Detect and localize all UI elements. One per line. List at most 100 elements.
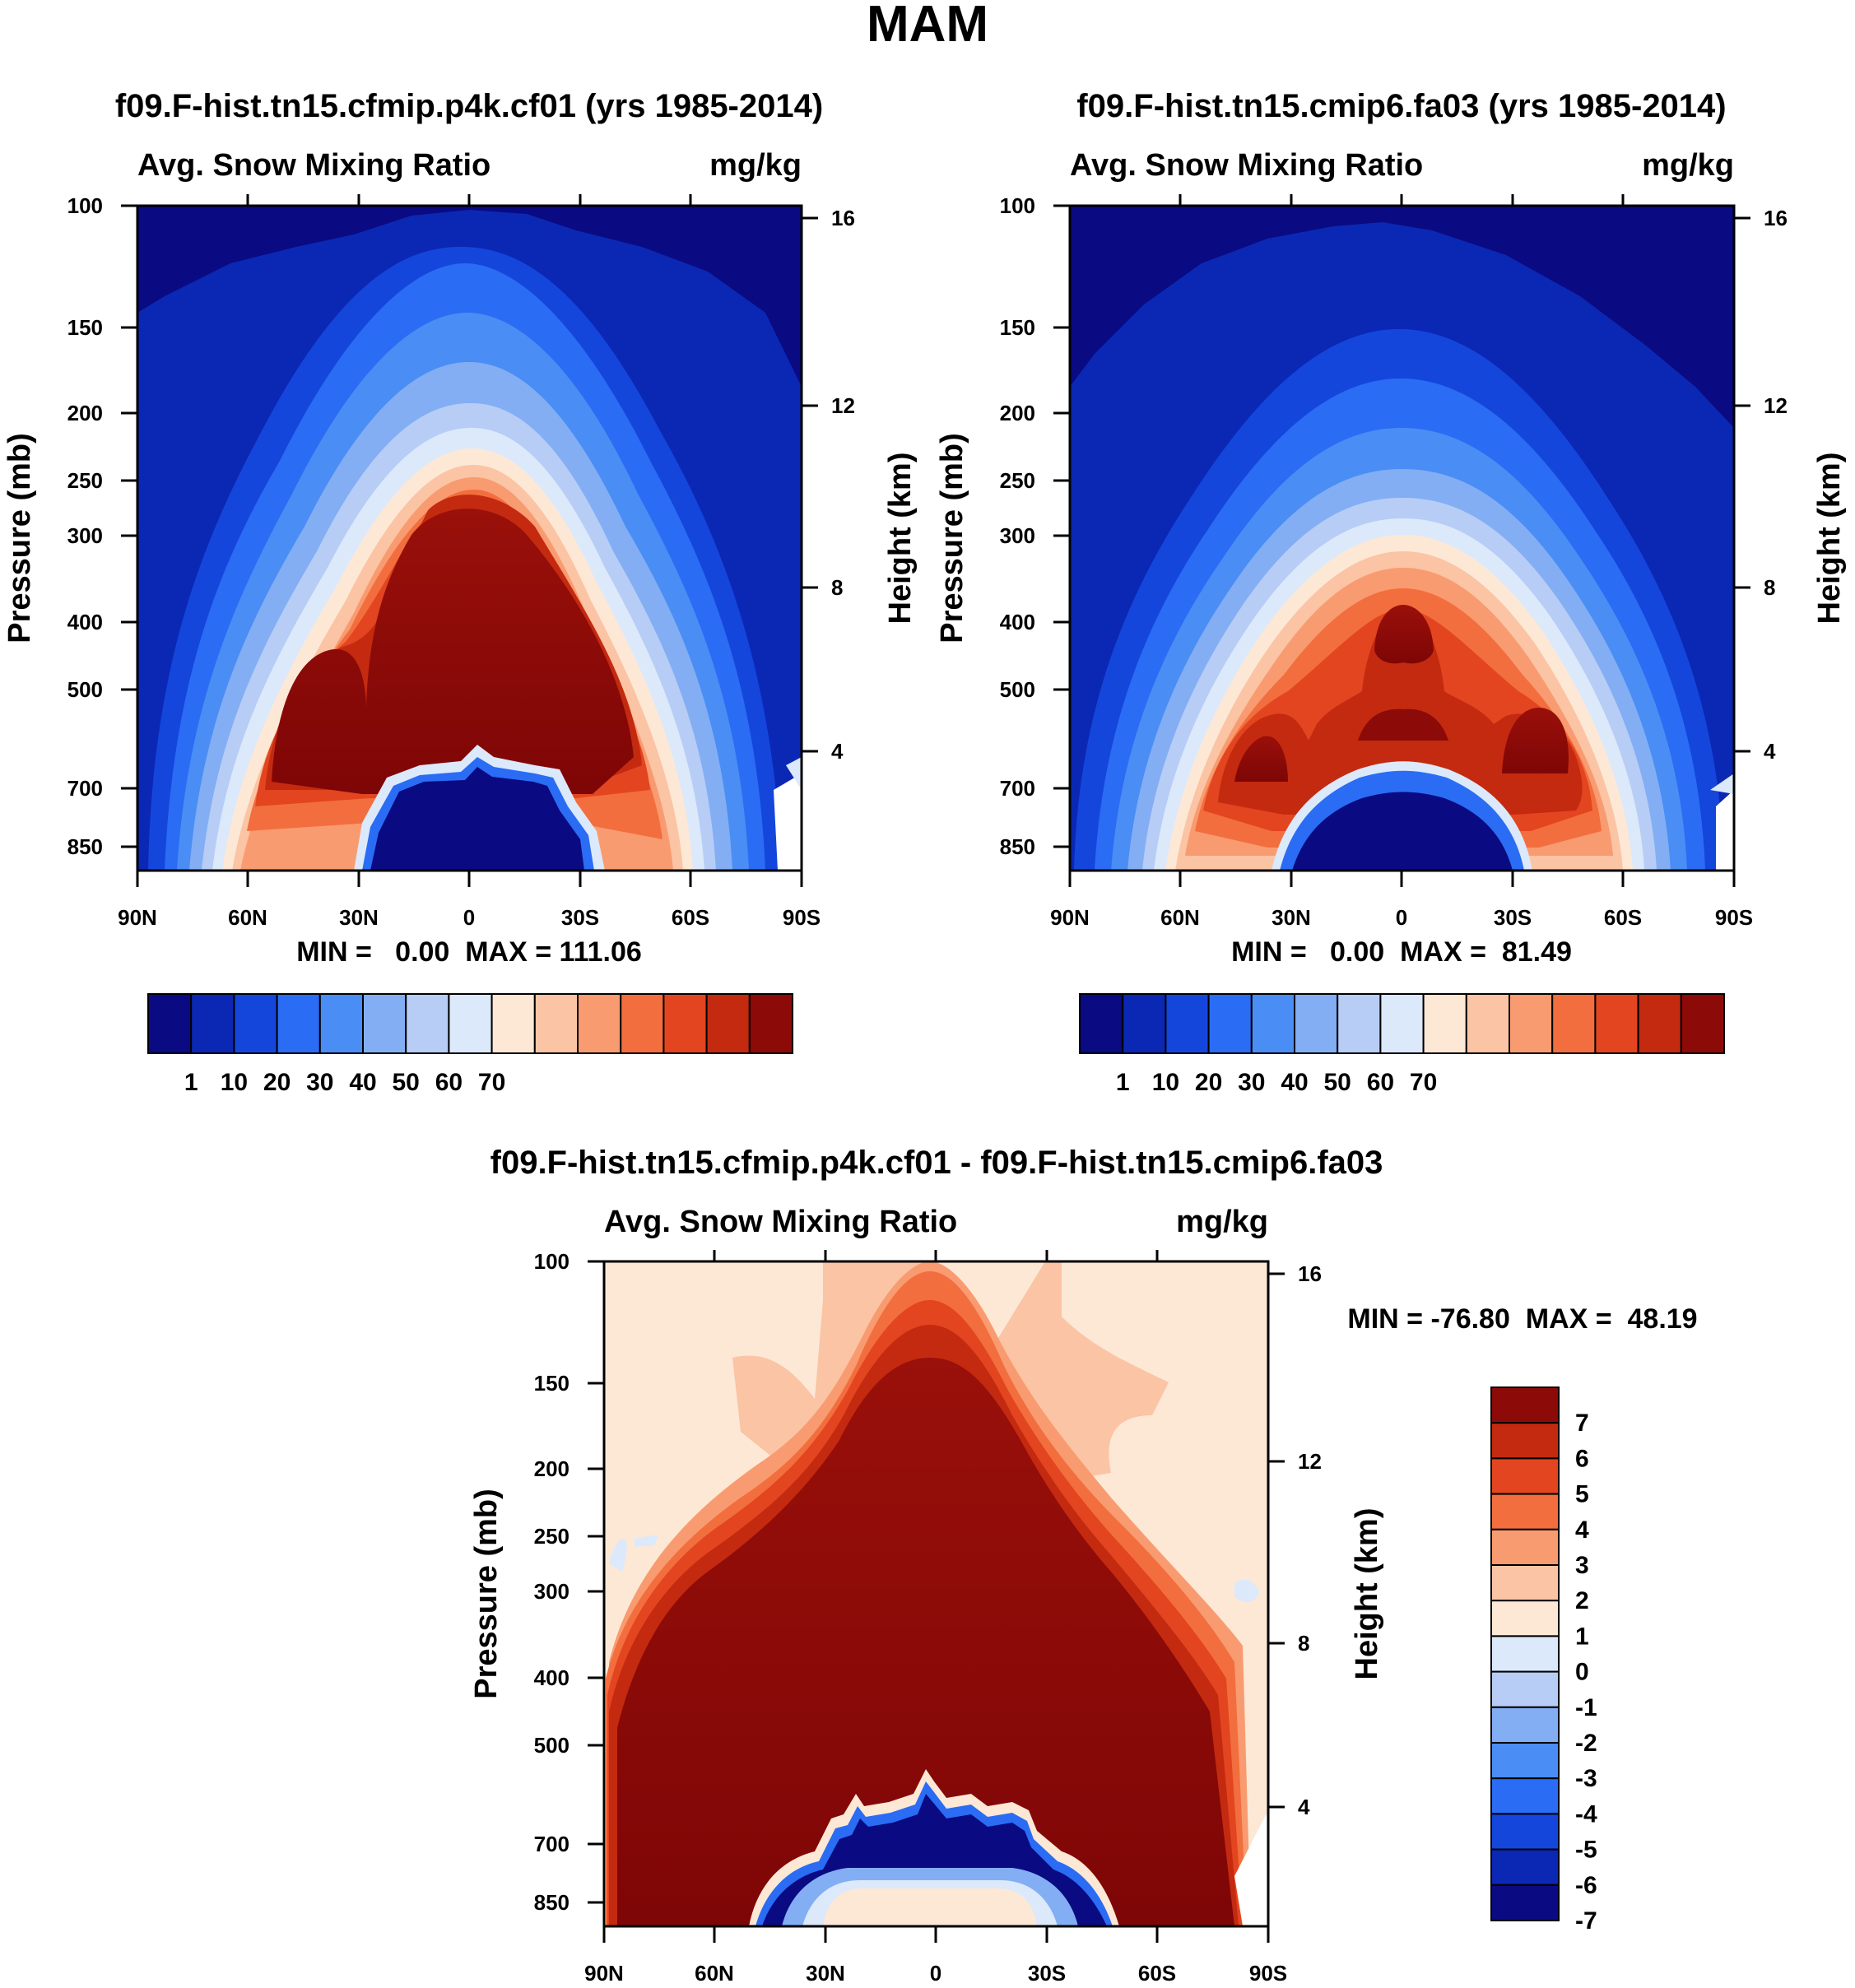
colorbar-label: -1 — [1575, 1694, 1597, 1721]
panel-1-contour-field — [137, 206, 802, 871]
colorbar-label: 1 — [1116, 1069, 1130, 1096]
colorbar-label: -3 — [1575, 1765, 1597, 1792]
colorbar-label: 5 — [1575, 1481, 1589, 1508]
panel-3-x-tick-labels: 90N 60N 30N 0 30S 60S 90S — [584, 1961, 1287, 1986]
panel-1-stats: MIN = 0.00 MAX = 111.06 — [296, 936, 642, 968]
colorbar-swatch — [1637, 993, 1682, 1054]
colorbar-label: 70 — [478, 1069, 505, 1096]
panel-3-right-tick-labels: 16 12 8 4 — [1298, 1261, 1322, 1819]
panel-3-stats: MIN = -76.80 MAX = 48.19 — [1347, 1303, 1697, 1335]
colorbar-swatch — [1490, 1706, 1560, 1744]
colorbar-swatch — [1490, 1742, 1560, 1780]
colorbar-swatch — [318, 993, 364, 1054]
panel-3-axis-ticks — [588, 1250, 1285, 1943]
colorbar-swatch — [1490, 1813, 1560, 1851]
y-tick-label: 850 — [67, 834, 103, 859]
colorbar-label: -5 — [1575, 1837, 1597, 1864]
colorbar-swatch — [1509, 993, 1554, 1054]
height-tick-label: 16 — [1764, 206, 1788, 230]
y-tick-label: 150 — [1000, 315, 1035, 340]
colorbar-label: -7 — [1575, 1907, 1597, 1935]
colorbar-swatch — [276, 993, 321, 1054]
colorbar-swatch — [1490, 1564, 1560, 1602]
panel-2-y-tick-labels: 100 150 200 250 300 400 500 700 850 — [1000, 193, 1035, 859]
colorbar-label: 6 — [1575, 1445, 1589, 1472]
panel-2-x-tick-labels: 90N 60N 30N 0 30S 60S 90S — [1050, 905, 1753, 930]
x-tick-label: 60N — [1160, 905, 1200, 930]
page-title: MAM — [867, 0, 988, 53]
colorbar-swatch — [233, 993, 278, 1054]
x-tick-label: 90S — [783, 905, 821, 930]
y-tick-label: 400 — [534, 1665, 570, 1690]
colorbar-swatch — [1294, 993, 1339, 1054]
y-tick-label: 700 — [534, 1832, 570, 1856]
height-tick-label: 8 — [831, 575, 843, 600]
panel-1-right-axis-label: Height (km) — [883, 453, 918, 625]
colorbar-swatch — [1594, 993, 1639, 1054]
panel-1-axis-ticks — [121, 194, 818, 887]
x-tick-label: 90N — [584, 1961, 624, 1986]
panel-3-y-tick-labels: 100 150 200 250 300 400 500 700 850 — [534, 1249, 570, 1915]
panel-2-y-axis-label: Pressure (mb) — [935, 433, 969, 643]
panel-1-right-tick-labels: 16 12 8 4 — [831, 206, 855, 764]
y-tick-label: 150 — [534, 1371, 570, 1396]
y-tick-label: 700 — [1000, 776, 1035, 801]
colorbar-swatch — [147, 993, 193, 1054]
colorbar-swatch — [1079, 993, 1124, 1054]
colorbar-swatch — [533, 993, 579, 1054]
panel-1-subtitle-right: mg/kg — [709, 148, 802, 183]
colorbar-swatch — [190, 993, 235, 1054]
panel-2: f09.F-hist.tn15.cmip6.fa03 (yrs 1985-201… — [935, 88, 1847, 1096]
panel-3-subtitle-right: mg/kg — [1176, 1205, 1268, 1239]
x-tick-label: 30S — [1494, 905, 1532, 930]
colorbar-swatch — [1551, 993, 1597, 1054]
x-tick-label: 0 — [930, 1961, 941, 1986]
colorbar-swatch — [1490, 1386, 1560, 1424]
height-tick-label: 8 — [1298, 1631, 1309, 1656]
panel-3-subtitle-left: Avg. Snow Mixing Ratio — [604, 1205, 957, 1239]
y-tick-label: 150 — [67, 315, 103, 340]
colorbar-swatch — [577, 993, 622, 1054]
height-tick-label: 16 — [1298, 1261, 1322, 1286]
colorbar-label: -2 — [1575, 1730, 1597, 1757]
panel-1-y-tick-labels: 100 150 200 250 300 400 500 700 850 — [67, 193, 103, 859]
y-tick-label: 500 — [1000, 677, 1035, 702]
panel-2-right-axis-label: Height (km) — [1812, 453, 1847, 625]
x-tick-label: 30S — [561, 905, 599, 930]
colorbar-swatch — [1490, 1528, 1560, 1567]
x-tick-label: 30S — [1028, 1961, 1066, 1986]
colorbar-swatch — [1250, 993, 1296, 1054]
colorbar-swatch — [1490, 1635, 1560, 1673]
panel-3-y-axis-label: Pressure (mb) — [469, 1489, 504, 1699]
colorbar-label: 20 — [263, 1069, 291, 1096]
colorbar-label: 50 — [1324, 1069, 1351, 1096]
colorbar-swatch — [1122, 993, 1167, 1054]
colorbar-label: 1 — [1575, 1623, 1589, 1650]
x-tick-label: 90S — [1715, 905, 1753, 930]
colorbar-label: 10 — [221, 1069, 248, 1096]
panel-2-subtitle-left: Avg. Snow Mixing Ratio — [1070, 148, 1423, 183]
y-tick-label: 300 — [534, 1579, 570, 1604]
x-tick-label: 0 — [463, 905, 475, 930]
colorbar-swatch — [448, 993, 493, 1054]
y-tick-label: 250 — [534, 1524, 570, 1549]
colorbar-swatch — [1490, 1883, 1560, 1922]
colorbar-label: -4 — [1575, 1800, 1597, 1828]
panel-2-contour-field — [1070, 206, 1734, 871]
colorbar-swatch — [1490, 1777, 1560, 1815]
panel-1-title: f09.F-hist.tn15.cfmip.p4k.cf01 (yrs 1985… — [115, 88, 823, 124]
panel-2-subtitle-right: mg/kg — [1642, 148, 1734, 183]
panel-1-y-axis-label: Pressure (mb) — [2, 433, 37, 643]
colorbar-label: 4 — [1575, 1517, 1589, 1544]
colorbar-label: 20 — [1195, 1069, 1222, 1096]
x-tick-label: 30N — [1272, 905, 1311, 930]
y-tick-label: 850 — [534, 1890, 570, 1915]
colorbar-label: -6 — [1575, 1872, 1597, 1899]
colorbar-swatch — [620, 993, 665, 1054]
panel-2-stats: MIN = 0.00 MAX = 81.49 — [1231, 936, 1572, 968]
panel-1-subtitle-left: Avg. Snow Mixing Ratio — [137, 148, 490, 183]
colorbar-label: 40 — [1281, 1069, 1308, 1096]
panel-3-colorbar: 7 6 5 4 3 2 1 0 -1 -2 -3 -4 -5 -6 -7 — [1490, 1386, 1597, 1935]
x-tick-label: 30N — [339, 905, 379, 930]
y-tick-label: 400 — [1000, 610, 1035, 634]
